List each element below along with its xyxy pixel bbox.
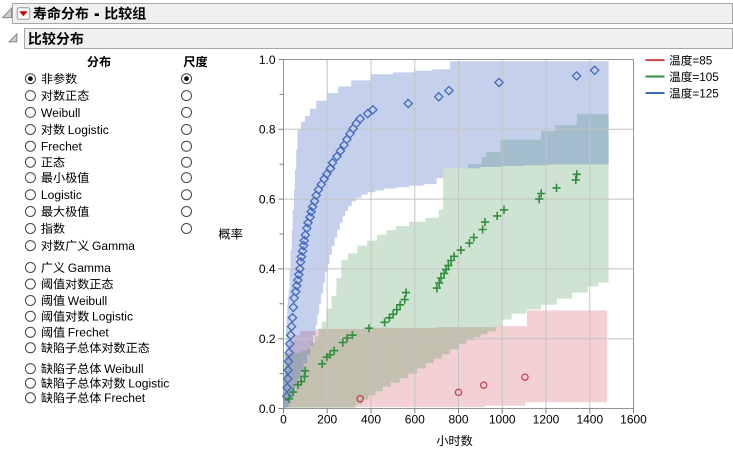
svg-text:0: 0 [280,412,287,426]
svg-text:1600: 1600 [620,412,647,426]
svg-text:=85: =85 [692,55,712,68]
svg-text:1.0: 1.0 [259,53,276,67]
svg-text:200: 200 [317,412,337,426]
svg-text:Weibull: Weibull [41,106,80,120]
svg-text:0.4: 0.4 [259,262,276,276]
svg-text:Logistic: Logistic [41,188,82,202]
svg-text:0.0: 0.0 [259,402,276,416]
svg-text:Frechet: Frechet [41,140,83,154]
svg-text:1000: 1000 [489,412,516,426]
svg-text:Frechet: Frechet [104,391,146,405]
svg-text:0.6: 0.6 [259,192,276,206]
svg-text:Weibull: Weibull [68,294,107,308]
svg-text:1400: 1400 [576,412,603,426]
svg-text:Logistic: Logistic [128,377,169,391]
svg-text:800: 800 [448,412,468,426]
svg-text:1200: 1200 [533,412,560,426]
svg-text:Gamma: Gamma [68,261,111,275]
svg-text:400: 400 [361,412,381,426]
svg-text:Logistic: Logistic [92,310,133,324]
svg-text:600: 600 [405,412,425,426]
svg-text:=125: =125 [692,88,719,101]
svg-text:Gamma: Gamma [92,239,135,253]
svg-text:Frechet: Frechet [68,326,110,340]
svg-text:Logistic: Logistic [68,123,109,137]
svg-text:=105: =105 [692,71,719,84]
svg-text:0.2: 0.2 [259,332,276,346]
svg-text:0.8: 0.8 [259,123,276,137]
svg-text:Weibull: Weibull [104,362,143,376]
